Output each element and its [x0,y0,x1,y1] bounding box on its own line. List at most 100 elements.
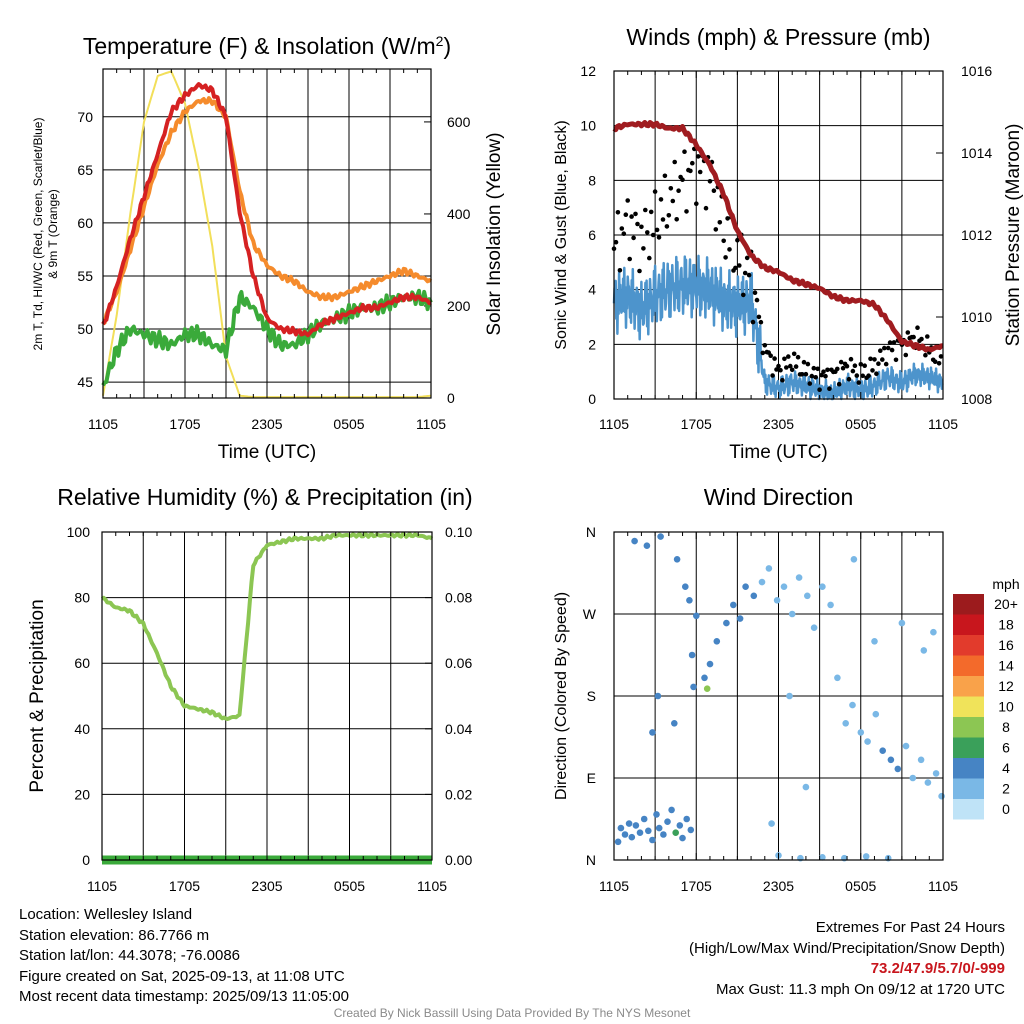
gust-point [835,366,840,372]
direction-point [632,822,640,829]
direction-point [917,756,925,764]
direction-point [750,592,758,600]
series-line-sonic-wind [612,254,944,401]
direction-point [780,583,788,590]
direction-point [614,838,622,846]
legend-swatch [953,737,984,758]
direction-point [653,811,660,818]
legend-swatch [953,655,984,676]
y-tick-label: W [583,606,597,622]
extremes-subtitle: (High/Low/Max Wind/Precipitation/Snow De… [689,939,1005,957]
direction-point [679,834,686,842]
gust-point [695,154,701,159]
gust-point [932,359,938,365]
x-tick-label: 0505 [334,878,365,894]
direction-point [706,660,714,668]
direction-point [676,822,684,829]
gust-point [807,381,813,386]
station-info: Location: Wellesley Island Station eleva… [19,905,349,1008]
chart-title: Temperature (F) & Insolation (W/m2) [83,33,451,59]
gust-point [641,246,646,251]
gust-point [643,207,648,213]
gust-point [856,380,862,385]
gust-point [801,359,807,365]
direction-point [768,820,775,827]
y2-tick-label: 1010 [961,309,992,325]
legend-label: 12 [998,678,1014,694]
latlon-text: Station lat/lon: 44.3078; -76.0086 [19,947,241,964]
y2-axis-label: Station Pressure (Maroon) [1003,124,1024,347]
direction-point [660,831,667,838]
direction-point [871,638,878,645]
gust-point [656,235,662,240]
gust-point [795,354,801,360]
gust-point [872,357,877,362]
gust-point [670,198,676,204]
direction-point [819,583,826,590]
y-tick-label: 40 [74,721,90,737]
y-tick-label: 50 [77,321,93,337]
series-line-station-pressure [612,120,944,353]
x-tick-label: 0505 [845,878,876,894]
legend-label: 18 [998,617,1014,633]
gust-point [744,255,750,261]
gust-point [905,330,911,335]
extremes-values: 73.2/47.9/5.7/0/-999 [870,960,1005,977]
gust-point [707,179,713,184]
direction-point [773,597,781,604]
direction-point [682,583,689,590]
legend-swatch [953,778,984,799]
gust-point [668,186,674,191]
y-tick-label: 12 [580,63,596,79]
gust-point [635,221,640,227]
gust-point [874,371,879,377]
gust-point [778,367,783,373]
direction-point [742,583,749,590]
x-tick-label: 1105 [417,878,447,894]
gust-point [662,173,668,179]
y2-tick-label: 1008 [961,391,992,407]
y-tick-label: 2 [588,336,596,352]
direction-point [688,651,696,659]
gust-point [780,377,785,383]
direction-point [898,619,906,627]
gust-point [774,367,779,372]
x-tick-label: 1105 [88,416,118,432]
chart-title: Winds (mph) & Pressure (mb) [626,24,930,50]
y-tick-label: 4 [588,282,596,298]
direction-point [649,836,656,844]
direction-point [631,537,638,545]
y2-tick-label: 200 [447,298,471,314]
chart-title: Wind Direction [704,484,854,510]
gust-point [727,247,732,252]
x-tick-label: 1105 [87,878,117,894]
direction-point [872,710,880,718]
legend-swatch [953,799,984,820]
direction-point [673,556,681,563]
gust-point [803,371,809,377]
gust-point [711,188,717,193]
gust-point [776,363,781,369]
gust-point [815,366,820,372]
direction-point [687,826,695,834]
y-axis-label: Direction (Colored By Speed) [553,592,570,800]
gust-point [919,336,924,342]
direction-point [671,720,678,727]
gust-point [911,334,916,340]
gust-point [883,361,889,367]
legend-swatch [953,676,984,697]
gust-point [733,265,738,271]
y2-tick-label: 400 [447,206,471,222]
direction-point [683,815,690,823]
gust-point [925,334,930,339]
gust-point [850,368,856,374]
direction-point [849,701,856,709]
direction-point [930,628,937,636]
gust-point [713,227,719,232]
gust-point [650,232,656,238]
gust-point [619,226,625,231]
gust-point [737,263,742,268]
direction-point [701,674,708,682]
direction-point [894,765,902,773]
direction-point [686,597,693,604]
